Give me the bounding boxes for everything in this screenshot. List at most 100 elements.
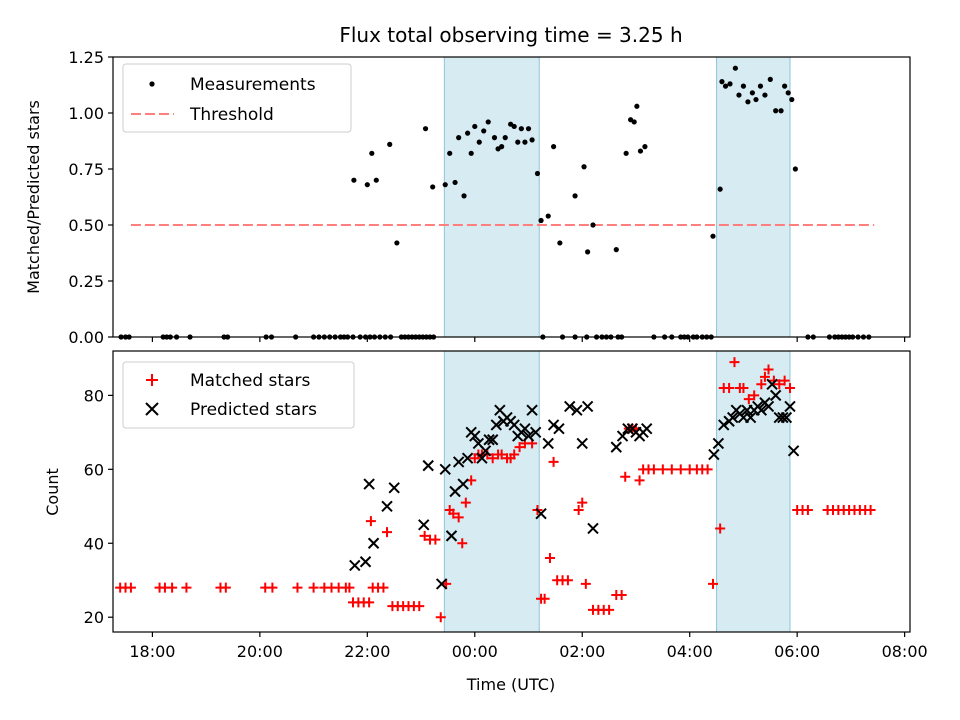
predicted-star-point	[766, 378, 778, 390]
top-y-tick-label: 0.25	[68, 272, 104, 291]
predicted-star-point	[571, 404, 583, 416]
matched-star-point	[573, 504, 584, 515]
top-shaded-intervals	[443, 56, 791, 338]
predicted-star-point	[422, 459, 434, 472]
predicted-star-point	[457, 478, 469, 490]
x-tick-label: 08:00	[882, 642, 928, 661]
measurement-point	[515, 139, 521, 145]
measurement-point	[778, 108, 784, 114]
measurement-point	[722, 83, 729, 89]
predicted-star-point	[439, 463, 451, 476]
measurement-point	[637, 148, 644, 154]
matched-star-point	[460, 497, 471, 508]
x-tick-label: 18:00	[129, 642, 175, 661]
matched-star-point	[378, 582, 389, 593]
matched-star-point	[666, 464, 677, 475]
x-tick-label: 02:00	[559, 642, 605, 661]
measurement-point	[481, 128, 487, 134]
predicted-star-point	[547, 419, 560, 431]
measurement-point	[789, 96, 795, 103]
predicted-star-point	[445, 530, 458, 542]
matched-star-point	[785, 382, 796, 393]
matched-star-point	[496, 449, 507, 460]
bottom-y-tick-label: 80	[84, 386, 104, 405]
matched-star-point	[779, 375, 790, 386]
top-axes-frame	[112, 56, 911, 338]
matched-star-point	[763, 364, 774, 375]
measurement-point	[749, 90, 755, 96]
predicted-star-point	[542, 437, 554, 450]
x-tick-label: 06:00	[774, 642, 820, 661]
measurement-point	[422, 126, 429, 132]
shaded-interval	[443, 350, 540, 633]
predicted-star-point	[435, 578, 448, 590]
top-x-ticks	[151, 337, 906, 342]
predicted-star-point	[581, 400, 594, 413]
measurement-point	[736, 92, 742, 98]
bottom-y-tick-label: 40	[84, 534, 104, 553]
measurement-point	[792, 166, 798, 172]
matched-star-point	[514, 442, 525, 453]
measurement-point	[613, 247, 619, 253]
matched-star-point	[453, 512, 464, 523]
measurement-point	[740, 83, 747, 89]
predicted-star-point	[708, 448, 720, 461]
measurement-point	[369, 150, 375, 156]
matched-star-point	[364, 597, 375, 608]
top-y-axis-label: Matched/Predicted stars	[24, 100, 43, 294]
measurement-point	[364, 182, 370, 188]
predicted-star-point	[418, 519, 430, 531]
measurement-point	[590, 222, 596, 228]
measurement-point	[727, 81, 733, 87]
matched-star-point	[344, 582, 355, 593]
measurement-point	[472, 123, 478, 130]
measurement-point	[719, 79, 725, 85]
measurement-point	[572, 193, 578, 199]
measurement-point	[447, 150, 453, 156]
predicted-star-point	[744, 411, 757, 424]
matched-star-point	[749, 390, 760, 401]
matched-star-point	[435, 612, 446, 623]
top-legend-box	[122, 63, 352, 133]
predicted-star-point	[576, 437, 588, 450]
matched-star-point	[604, 604, 615, 615]
predicted-star-point	[780, 411, 793, 424]
predicted-star-point	[529, 426, 542, 439]
predicted-star-point	[483, 434, 495, 446]
bottom-legend-box	[122, 361, 355, 429]
predicted-star-point	[616, 430, 629, 442]
matched-star-point	[365, 516, 376, 527]
x-tick-label: 20:00	[237, 642, 283, 661]
matched-star-point	[634, 475, 645, 486]
predicted-star-point	[359, 556, 372, 568]
measurement-point	[442, 182, 448, 188]
predicted-star-point	[610, 441, 622, 453]
matched-star-point	[738, 382, 749, 393]
measurement-point	[534, 170, 541, 177]
predicted-star-point	[712, 437, 725, 450]
predicted-stars-points	[349, 378, 800, 590]
measurement-point	[782, 83, 788, 89]
predicted-star-point	[526, 404, 538, 416]
matched-star-point	[308, 582, 319, 593]
predicted-star-point	[452, 456, 465, 468]
measurement-point	[753, 96, 759, 103]
matched-star-point	[707, 578, 718, 589]
measurement-point	[785, 90, 791, 96]
measurement-point	[452, 179, 458, 186]
shaded-interval	[716, 56, 791, 338]
predicted-star-point	[367, 537, 380, 549]
predicted-star-point	[490, 419, 502, 431]
predicted-star-point	[787, 445, 800, 457]
measurement-point	[456, 135, 462, 141]
top-y-tick-label: 0.00	[68, 328, 104, 347]
measurement-point	[465, 130, 471, 136]
bottom-shaded-intervals	[443, 350, 791, 633]
measurement-point	[499, 144, 505, 150]
matched-star-point	[430, 534, 441, 545]
predicted-star-point	[755, 404, 768, 416]
matched-star-point	[729, 357, 740, 368]
matched-star-point	[125, 582, 136, 593]
measurement-point	[585, 249, 591, 255]
